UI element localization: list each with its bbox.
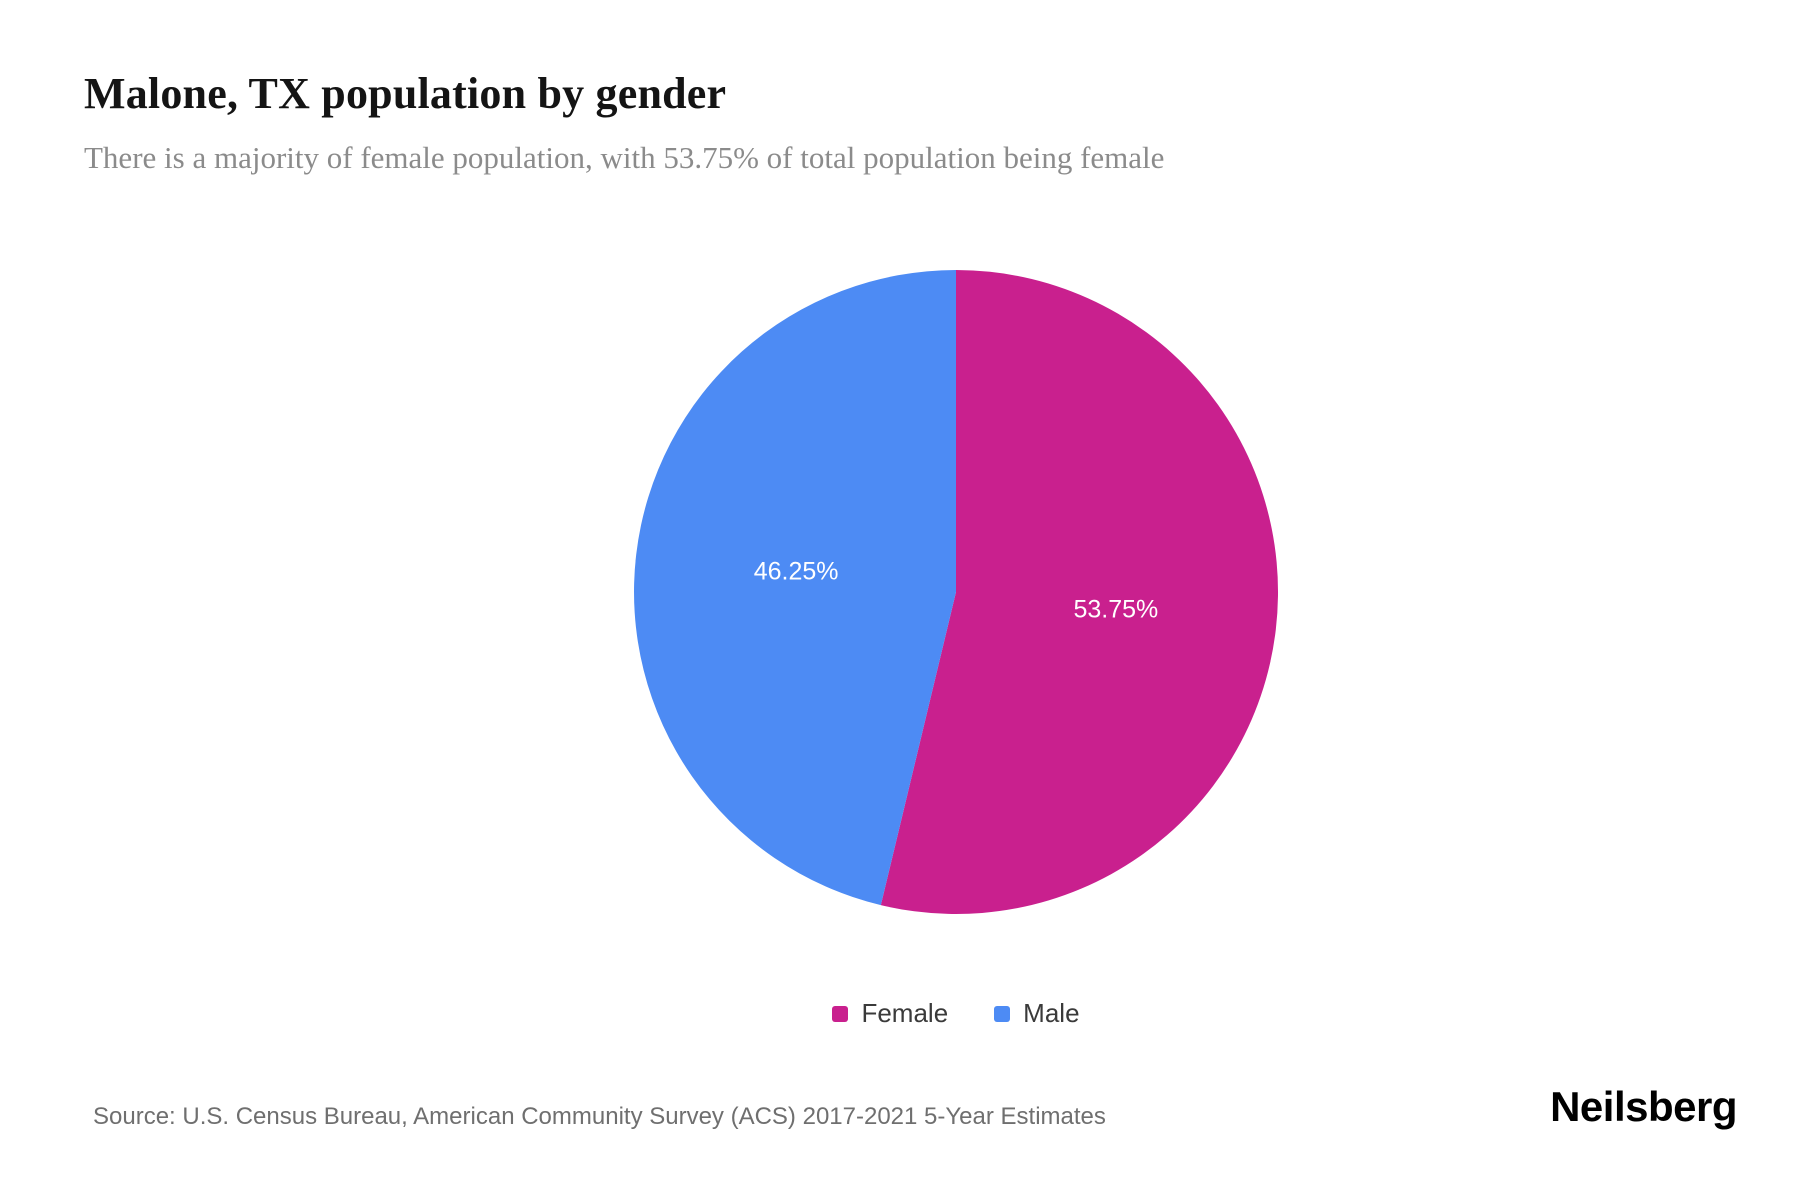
chart-subtitle: There is a majority of female population…	[84, 140, 1165, 175]
legend-item-male[interactable]: Male	[994, 998, 1080, 1029]
chart-title: Malone, TX population by gender	[84, 69, 727, 118]
legend-label: Male	[1023, 998, 1080, 1028]
pie-slice-female[interactable]	[880, 270, 1279, 915]
legend-swatch-female	[832, 1005, 849, 1022]
legend-label: Female	[861, 998, 949, 1028]
legend-item-female[interactable]: Female	[832, 998, 948, 1029]
legend-swatch-male	[994, 1005, 1011, 1022]
pie-chart: 53.75% 46.25%	[634, 270, 1279, 915]
source-attribution: Source: U.S. Census Bureau, American Com…	[93, 1103, 1106, 1130]
pie-label-female: 53.75%	[1073, 596, 1158, 624]
chart-legend: Female Male	[56, 998, 1800, 1029]
pie-chart-area: 53.75% 46.25%	[626, 262, 1286, 922]
neilsberg-logo: Neilsberg	[1550, 1083, 1737, 1130]
pie-label-male: 46.25%	[754, 558, 839, 586]
pie-slice-male[interactable]	[634, 270, 956, 906]
